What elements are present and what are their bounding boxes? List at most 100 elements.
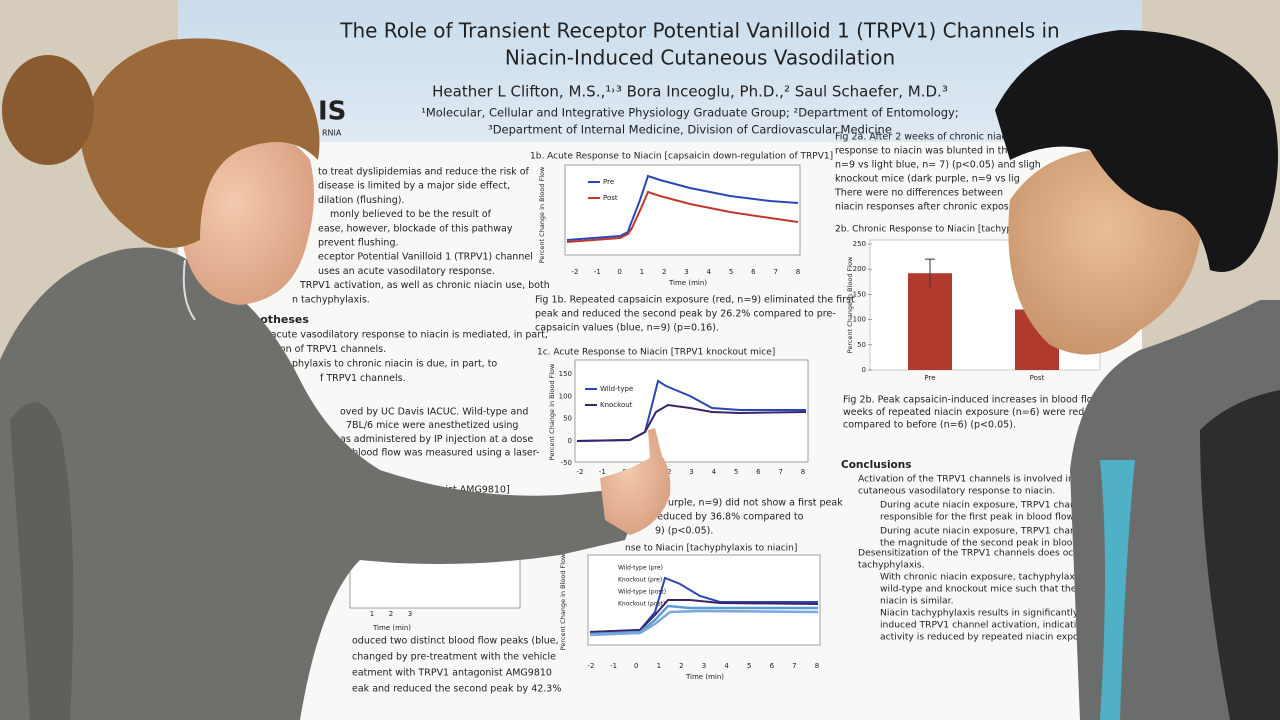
x-tick-label: 6 [751,268,756,276]
x-tick-label: 8 [796,268,800,276]
x-tick-label: 4 [724,662,729,670]
body-text: dilation (flushing). [318,195,404,206]
legend-label: Wild-type (post) [618,589,666,596]
bullet-text: tachyphylaxis. [858,560,925,571]
body-text: oved by UC Davis IACUC. Wild-type and [340,407,528,418]
poster-header [178,0,1142,142]
caption: compared to before (n=6) (p<0.05). [843,420,1016,431]
legend-label: Knockout [600,401,633,409]
body-text: n tachyphylaxis. [292,294,370,305]
y-tick-label: 100 [559,392,572,400]
x-tick-label: -2 [588,662,595,670]
x-tick-label: 6 [756,468,761,476]
bullet-text: responsible for the first peak in blood … [880,512,1076,523]
caption: peak and reduced the second peak by 26.2… [535,309,836,320]
x-tick-label: 5 [729,268,733,276]
axis-label: Time (min) [372,624,411,632]
body-text: to treat dyslipidemias and reduce the ri… [318,167,530,178]
x-tick-label: 3 [689,468,693,476]
caption: capsaicin values (blue, n=9) (p=0.16). [535,323,719,334]
woman-jacket [0,247,640,720]
axis-label: Percent Change in Blood Flow [846,256,854,353]
poster-title: The Role of Transient Receptor Potential… [339,19,1059,43]
bullet-text: Desensitization of the TRPV1 channels do… [858,548,1103,559]
x-tick-label: 1 [640,268,644,276]
x-tick-label: 3 [408,610,412,618]
y-tick-label: 50 [563,415,572,423]
x-tick-label: -2 [577,468,584,476]
x-tick-label: 8 [801,468,805,476]
poster-title: Niacin-Induced Cutaneous Vasodilation [505,46,895,70]
caption: changed by pre-treatment with the vehicl… [352,652,556,663]
trace [576,403,807,442]
logo: IS [318,97,346,127]
x-tick-label: -1 [610,662,617,670]
legend-label: Knockout (pre) [618,577,662,584]
section-heading: Conclusions [841,459,911,471]
caption: 9) (p<0.05). [655,526,713,537]
trace [589,609,819,637]
legend-label: Wild-type [600,385,633,393]
caption: eak and reduced the second peak by 42.3% [352,684,561,695]
bullet-text: niacin is similar. [880,596,954,607]
x-tick-label: 2 [662,268,666,276]
x-tick-label: 2 [389,610,393,618]
x-tick-label: 1 [370,610,374,618]
legend-label: Knockout (post) [618,601,665,608]
bullet-text: Activation of the TRPV1 channels is invo… [858,474,1074,485]
chart-title: nse to Niacin [tachyphylaxis to niacin] [625,544,797,554]
caption: There were no differences between [834,188,1003,199]
bullet-text: activity is reduced by repeated niacin e… [880,632,1093,643]
caption: niacin responses after chronic exposure … [835,202,1031,213]
bullet-text: wild-type and knockout mice such that th… [880,584,1090,595]
man-hair [995,30,1278,272]
bullet-text: the magnitude of the second peak in bloo… [880,538,1102,549]
legend-label: Post [603,194,618,202]
woman-hand [600,428,671,535]
x-tick-label: -1 [594,268,601,276]
woman-hair [80,38,320,249]
trace [566,174,799,241]
caption: weeks of repeated niacin exposure (n=6) … [843,407,1137,418]
woman-face [180,133,314,305]
y-tick-label: 150 [853,290,866,298]
x-tick-label: 7 [792,662,796,670]
bullet-text: Niacin tachyphylaxis results in signific… [880,608,1090,619]
x-tick-label: -2 [572,268,579,276]
poster-affiliation: ³Department of Internal Medicine, Divisi… [488,123,892,137]
x-tick-label: 3 [684,268,688,276]
body-text: phylaxis to chronic niacin is due, in pa… [292,359,497,370]
x-tick-label: 8 [815,662,819,670]
caption: n=9 vs light blue, n= 7) (p<0.05) and sl… [835,160,1041,171]
caption: Fig 2a. After 2 weeks of chronic niacin … [835,132,1030,143]
axis-label: Percent Change in Blood Flow [559,553,567,650]
x-tick-label: 2 [679,662,683,670]
axis-label: Percent Change in Blood Flow [538,166,546,263]
axis-label: Time (min) [668,279,707,287]
bullet-text: During acute niacin exposure, TRPV1 chan… [880,500,1082,511]
bullet-text: During acute niacin exposure, TRPV1 chan… [880,526,1118,537]
x-tick-label: 4 [712,468,717,476]
x-tick-label: 6 [770,662,775,670]
man-backpack-strap [1200,390,1280,720]
poster-affiliation: ¹Molecular, Cellular and Integrative Phy… [421,106,959,120]
body-text: prevent flushing. [318,238,399,249]
body-text: TRPV1 activation, as well as chronic nia… [299,280,550,291]
bullet-text: With chronic niacin exposure, tachyphyla… [880,572,1101,583]
y-tick-label: 150 [559,370,572,378]
caption: Fig 2b. Peak capsaicin-induced increases… [843,395,1116,406]
y-tick-label: 0 [568,437,572,445]
body-text: ease, however, blockade of this pathway [318,223,513,234]
man-shirt [1100,460,1135,720]
trace [589,599,819,633]
x-tick-label: 5 [747,662,751,670]
legend-label: Wild-type (pre) [618,565,663,572]
body-text: monly believed to be the result of [330,209,492,220]
caption: response to niacin was blunted in the wi [835,146,1027,157]
chart-frame [564,164,801,256]
y-tick-label: 0 [862,366,866,374]
x-tick-label: Pre [924,374,935,382]
caption: Fig 1b. Repeated capsaicin exposure (red… [535,295,855,306]
body-text: f TRPV1 channels. [320,373,406,384]
